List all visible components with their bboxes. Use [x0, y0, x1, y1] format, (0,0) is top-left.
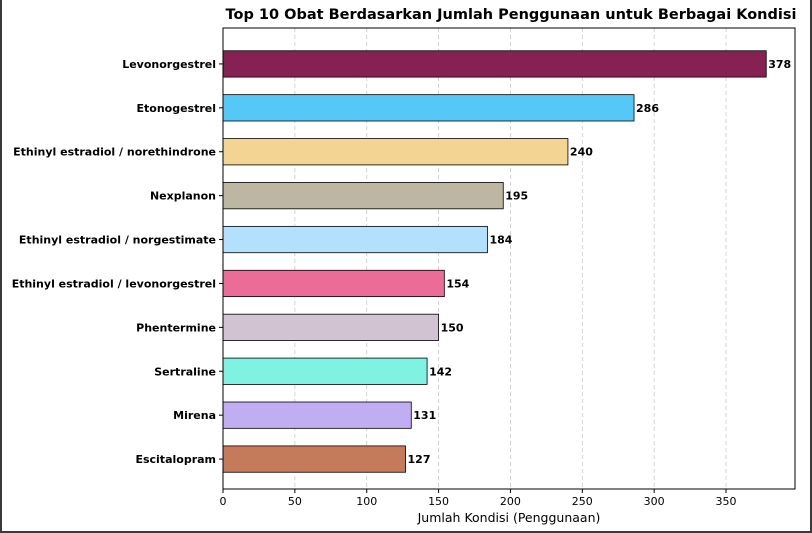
bar: [222, 138, 569, 166]
x-tick-label: 100: [356, 495, 377, 508]
bar: [222, 225, 488, 254]
value-label: 378: [768, 58, 791, 71]
bar: [222, 357, 428, 385]
bar: [222, 269, 445, 298]
x-tick-label: 50: [288, 495, 302, 508]
value-label: 142: [429, 365, 452, 378]
x-tick-label: 150: [428, 495, 449, 508]
value-label: 131: [413, 409, 436, 422]
x-tick-label: 200: [500, 495, 521, 508]
category-label: Sertraline: [154, 365, 216, 378]
category-labels: Levonorgestrel Etonogestrel Ethinyl estrad…: [12, 58, 216, 466]
value-label: 184: [489, 234, 512, 247]
x-tick-label: 350: [716, 495, 737, 508]
value-label: 127: [408, 453, 431, 466]
category-label: Levonorgestrel: [122, 58, 216, 71]
value-label: 240: [570, 146, 593, 159]
bars: [222, 50, 767, 473]
value-label: 286: [636, 102, 659, 115]
value-label: 195: [505, 190, 528, 203]
x-tick-label: 250: [572, 495, 593, 508]
value-label: 154: [446, 277, 469, 290]
bar: [222, 94, 635, 122]
x-axis-label: Jumlah Kondisi (Penggunaan): [417, 510, 601, 525]
x-tick-label: 300: [644, 495, 665, 508]
category-label: Ethinyl estradiol / levonorgestrel: [12, 277, 216, 290]
bar: [222, 50, 767, 78]
category-label: Ethinyl estradiol / norethindrone: [13, 146, 216, 159]
value-label: 150: [441, 321, 464, 334]
bar: [222, 182, 504, 210]
chart-title: Top 10 Obat Berdasarkan Jumlah Penggunaa…: [226, 7, 797, 23]
category-label: Escitalopram: [135, 453, 216, 466]
value-labels: 378 286 240 195 184 154 150 142 131 127: [408, 58, 792, 466]
category-label: Etonogestrel: [136, 102, 216, 115]
category-label: Nexplanon: [150, 190, 216, 203]
category-label: Phentermine: [136, 321, 216, 334]
bar: [222, 445, 406, 473]
bar: [222, 401, 412, 429]
plot-area-border: [222, 27, 796, 490]
category-label: Ethinyl estradiol / norgestimate: [19, 234, 216, 247]
bar: [222, 313, 439, 341]
category-label: Mirena: [173, 409, 216, 422]
x-tick-label: 0: [220, 495, 227, 508]
x-axis-ticks: 0 50 100 150 200 250 300 350: [219, 63, 737, 508]
